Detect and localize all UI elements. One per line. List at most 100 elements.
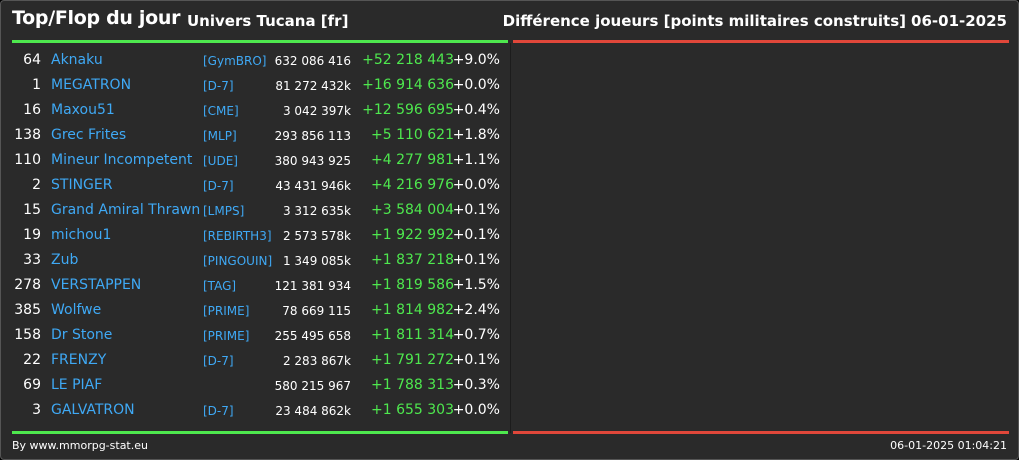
universe-label: Univers Tucana [fr] [187,12,349,30]
percent-change: +0.1% [452,202,500,218]
player-row: 138 Grec Frites [MLP] 293 856 113 +5 110 621… [1,123,511,148]
player-row: 110 Mineur Incompetent [UDE] 380 943 925 +4 … [1,148,511,173]
percent-change: +1.5% [452,277,500,293]
player-rank: 22 [23,352,41,368]
player-name-link[interactable]: STINGER [51,177,113,193]
player-points: 380 943 925 [274,154,351,168]
player-name-link[interactable]: Grec Frites [51,127,127,143]
player-row: 2 STINGER [D-7] 43 431 946k +4 216 976 +0.0% [1,173,511,198]
percent-change: +0.7% [452,327,500,343]
player-points: 2 573 578k [282,229,351,243]
alliance-tag-link[interactable]: [CME] [203,104,239,118]
points-difference: +52 218 443 [362,52,454,68]
player-points: 3 042 397k [282,104,351,118]
alliance-tag-link[interactable]: [D-7] [203,354,234,368]
player-name-link[interactable]: LE PIAF [51,377,103,393]
percent-change: +0.0% [452,77,500,93]
player-name-link[interactable]: Wolfwe [51,302,102,318]
player-rank: 110 [14,152,41,168]
alliance-tag-link[interactable]: [GymBRO] [203,54,267,68]
player-rank: 16 [23,102,41,118]
page-title: Top/Flop du jour [12,7,181,29]
player-name-link[interactable]: Mineur Incompetent [51,152,193,168]
player-rank: 64 [23,52,41,68]
player-rank: 2 [32,177,41,193]
percent-change: +9.0% [452,52,500,68]
player-row: 33 Zub [PINGOUIN] 1 349 085k +1 837 218 +0.1% [1,248,511,273]
player-rank: 278 [14,277,41,293]
alliance-tag-link[interactable]: [REBIRTH3] [203,229,272,243]
player-name-link[interactable]: FRENZY [51,352,107,368]
percent-change: +2.4% [452,302,500,318]
percent-change: +0.3% [452,377,500,393]
points-difference: +3 584 004 [371,202,454,218]
player-name-link[interactable]: MEGATRON [51,77,132,93]
source-credit-link[interactable]: By www.mmorpg-stat.eu [12,439,148,452]
player-name-link[interactable]: GALVATRON [51,402,135,418]
percent-change: +0.1% [452,227,500,243]
player-rank: 69 [23,377,41,393]
player-name-link[interactable]: VERSTAPPEN [51,277,142,293]
points-difference: +1 788 313 [371,377,454,393]
player-points: 632 086 416 [274,54,351,68]
percent-change: +1.1% [452,152,500,168]
player-points: 2 283 867k [282,354,351,368]
alliance-tag-link[interactable]: [D-7] [203,404,234,418]
percent-change: +1.8% [452,127,500,143]
player-name-link[interactable]: michou1 [51,227,112,243]
points-difference: +1 811 314 [371,327,454,343]
top-gainers-list: 64 Aknaku [GymBRO] 632 086 416 +52 218 443 +9… [1,48,511,423]
points-difference: +1 837 218 [371,252,454,268]
alliance-tag-link[interactable]: [D-7] [203,179,234,193]
percent-change: +0.4% [452,102,500,118]
points-difference: +4 277 981 [371,152,454,168]
alliance-tag-link[interactable]: [PRIME] [203,329,250,343]
metric-label: Différence joueurs [points militaires co… [502,12,906,30]
column-divider [510,43,511,433]
player-points: 255 495 658 [274,329,351,343]
player-row: 69 LE PIAF 580 215 967 +1 788 313 +0.3% [1,373,511,398]
points-difference: +1 922 992 [371,227,454,243]
player-row: 22 FRENZY [D-7] 2 283 867k +1 791 272 +0.1% [1,348,511,373]
points-difference: +12 596 695 [362,102,454,118]
alliance-tag-link[interactable]: [UDE] [203,154,238,168]
generated-timestamp: 06-01-2025 01:04:21 [890,439,1007,452]
player-points: 43 431 946k [275,179,351,193]
points-difference: +5 110 621 [371,127,454,143]
date-label: 06-01-2025 [911,12,1007,30]
alliance-tag-link[interactable]: [PRIME] [203,304,250,318]
player-points: 78 669 115 [282,304,351,318]
alliance-tag-link[interactable]: [D-7] [203,79,234,93]
top-section-top-line [12,40,508,43]
alliance-tag-link[interactable]: [LMPS] [203,204,245,218]
player-row: 278 VERSTAPPEN [TAG] 121 381 934 +1 819 586 +… [1,273,511,298]
player-row: 19 michou1 [REBIRTH3] 2 573 578k +1 922 992 +… [1,223,511,248]
player-name-link[interactable]: Aknaku [51,52,103,68]
player-name-link[interactable]: Zub [51,252,79,268]
flop-section-bottom-line [513,431,1009,434]
player-points: 3 312 635k [282,204,351,218]
points-difference: +16 914 636 [362,77,454,93]
alliance-tag-link[interactable]: [MLP] [203,129,237,143]
points-difference: +4 216 976 [371,177,454,193]
alliance-tag-link[interactable]: [TAG] [203,279,237,293]
player-name-link[interactable]: Grand Amiral Thrawn [51,202,201,218]
percent-change: +0.0% [452,177,500,193]
player-row: 158 Dr Stone [PRIME] 255 495 658 +1 811 314 +… [1,323,511,348]
player-row: 1 MEGATRON [D-7] 81 272 432k +16 914 636 +0.0… [1,73,511,98]
player-rank: 19 [23,227,41,243]
player-row: 16 Maxou51 [CME] 3 042 397k +12 596 695 +0.4% [1,98,511,123]
percent-change: +0.1% [452,252,500,268]
points-difference: +1 655 303 [371,402,454,418]
player-row: 64 Aknaku [GymBRO] 632 086 416 +52 218 443 +9… [1,48,511,73]
player-rank: 158 [14,327,41,343]
top-section-bottom-line [12,431,508,434]
player-rank: 15 [23,202,41,218]
alliance-tag-link[interactable]: [PINGOUIN] [203,254,273,268]
player-rank: 33 [23,252,41,268]
points-difference: +1 814 982 [371,302,454,318]
player-points: 1 349 085k [282,254,351,268]
player-name-link[interactable]: Maxou51 [51,102,115,118]
player-name-link[interactable]: Dr Stone [51,327,113,343]
player-row: 15 Grand Amiral Thrawn [LMPS] 3 312 635k +3 … [1,198,511,223]
